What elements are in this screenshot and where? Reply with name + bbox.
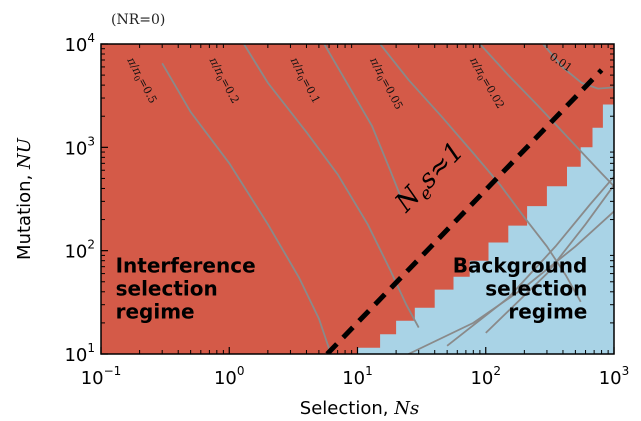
x-tick-label: 102	[470, 364, 501, 389]
contour-line-0.5	[161, 62, 332, 354]
region-label-interference-0: Interference	[116, 254, 256, 278]
x-axis-label: Selection, Ns	[300, 398, 419, 419]
x-tick-label: 103	[599, 364, 630, 389]
y-tick-label: 104	[64, 31, 95, 56]
region-interference-selection	[101, 44, 614, 354]
y-axis-label: Mutation, NU	[14, 137, 35, 260]
nes-equals-one-line	[325, 68, 604, 354]
contour-line-bg-8	[485, 184, 614, 334]
contour-line-bg-7	[446, 176, 614, 347]
y-tick-label: 102	[64, 238, 95, 263]
contour-line-0.05	[379, 44, 582, 303]
contour-line-0.1	[323, 44, 403, 199]
overlay-layer: Nes≈1InterferenceselectionregimeBackgrou…	[116, 137, 588, 324]
axes: (NR=0) 10−1 100 101 102 103 101 102 103 104 Select…	[14, 12, 629, 419]
region-label-interference-1: selection	[116, 277, 218, 301]
x-tick-label: 10−1	[81, 364, 122, 389]
y-tick-label: 101	[64, 341, 95, 366]
chart-title: (NR=0)	[111, 12, 165, 28]
contour-line-0.01	[542, 44, 614, 90]
contour-line-0.2	[243, 44, 420, 329]
region-label-background-2: regime	[508, 300, 587, 324]
region-label-background-0: Background	[453, 254, 588, 278]
region-label-background-1: selection	[485, 277, 587, 301]
plot-area: π/π0=0.5π/π0=0.2π/π0=0.1π/π0=0.05π/π0=0.…	[101, 44, 614, 354]
x-tick-label: 100	[214, 364, 245, 389]
contour-line-bg-6	[408, 210, 614, 354]
region-label-interference-2: regime	[116, 300, 195, 324]
x-tick-label: 101	[342, 364, 373, 389]
contour-line-0.02	[479, 44, 614, 187]
y-tick-label: 103	[64, 134, 95, 159]
